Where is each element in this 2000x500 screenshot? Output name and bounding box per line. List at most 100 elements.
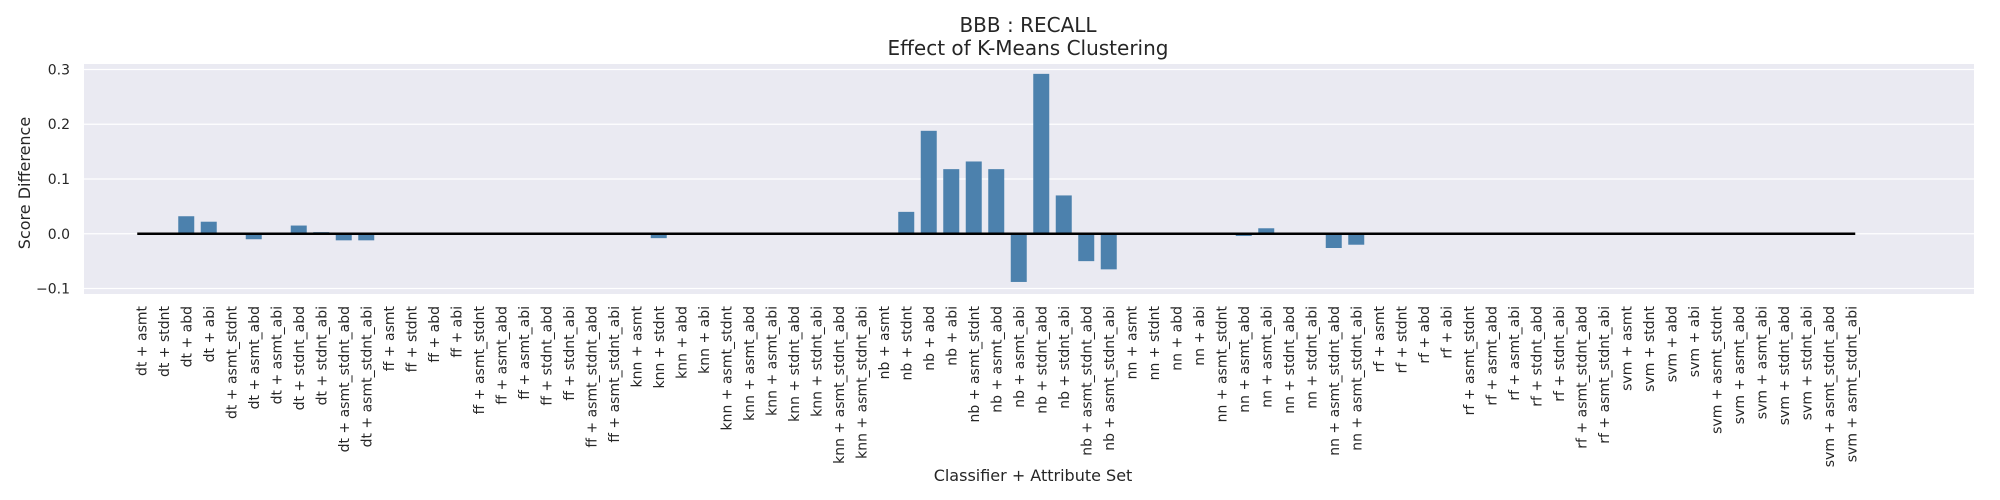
x-tick-label: svm + abd <box>1664 306 1680 382</box>
x-tick-label: nn + abd <box>1169 306 1185 371</box>
bar <box>650 233 667 239</box>
bar <box>335 233 352 241</box>
x-tick-label: ff + stdnt_abi <box>562 306 578 401</box>
x-tick-label: nn + asmt_abi <box>1259 306 1275 408</box>
bar <box>1033 73 1050 234</box>
x-tick-label: dt + stdnt_abi <box>314 306 330 405</box>
x-tick-label: ff + asmt <box>382 305 398 371</box>
x-tick-label: svm + abi <box>1687 306 1703 377</box>
x-tick-label: knn + stdnt_abd <box>787 306 803 422</box>
bar <box>988 169 1005 234</box>
bar <box>1258 228 1275 234</box>
x-tick-label: svm + asmt_stdnt_abi <box>1844 306 1860 462</box>
bar <box>1010 233 1027 282</box>
bar <box>178 216 195 234</box>
x-tick-label: rf + stdnt <box>1394 306 1410 374</box>
x-tick-label: ff + asmt_abi <box>517 306 533 400</box>
x-tick-label: nb + stdnt_abd <box>1034 306 1050 414</box>
x-tick-label: knn + asmt_stdnt <box>719 306 735 431</box>
x-tick-label: dt + asmt_abd <box>247 306 263 409</box>
x-tick-label: nb + asmt_stdnt <box>967 306 983 423</box>
x-tick-label: nb + asmt <box>877 305 893 379</box>
x-tick-label: ff + asmt_abd <box>494 306 510 405</box>
bars <box>178 73 1365 282</box>
x-tick-label: knn + asmt <box>629 305 645 387</box>
x-tick-label: rf + asmt_abd <box>1484 306 1500 406</box>
x-tick-label: rf + asmt_abi <box>1507 306 1523 401</box>
x-tick-label: nn + stdnt_abd <box>1282 306 1298 414</box>
x-tick-label: rf + abi <box>1439 306 1455 359</box>
x-tick-label: rf + asmt_stdnt_abd <box>1574 306 1590 449</box>
x-tick-label: nb + abd <box>922 306 938 371</box>
x-tick-label: dt + asmt <box>134 305 150 376</box>
x-tick-label: nb + asmt_abi <box>1012 306 1028 408</box>
x-tick-label: ff + abi <box>449 306 465 358</box>
x-tick-label: dt + asmt_stdnt <box>224 305 240 419</box>
x-tick-label: nn + asmt_stdnt <box>1214 306 1230 423</box>
bar <box>1325 233 1342 248</box>
x-tick-label: svm + asmt_abi <box>1754 306 1770 419</box>
x-tick-label: ff + abd <box>427 306 443 363</box>
x-tick-label: dt + asmt_stdnt_abd <box>337 306 353 452</box>
x-tick-label: ff + asmt_stdnt <box>472 305 488 414</box>
bar <box>898 211 915 234</box>
x-tick-label: dt + abi <box>202 306 218 362</box>
x-tick-label: nn + asmt_stdnt_abd <box>1327 306 1343 456</box>
x-tick-label: ff + stdnt_abd <box>539 306 555 406</box>
x-tick-label: nn + stdnt <box>1147 306 1163 381</box>
x-tick-label: rf + stdnt_abd <box>1529 306 1545 407</box>
x-tick-label: svm + asmt_stdnt_abd <box>1822 306 1838 467</box>
x-tick-label: nb + asmt_stdnt_abd <box>1079 306 1095 456</box>
x-tick-label: ff + stdnt <box>404 305 420 372</box>
x-tick-label: nb + asmt_abd <box>989 306 1005 413</box>
y-tick-label: 0.2 <box>48 117 70 133</box>
x-tick-label: rf + asmt_stdnt <box>1462 306 1478 416</box>
x-tick-label: rf + abd <box>1417 306 1433 364</box>
x-tick-label: rf + stdnt_abi <box>1552 306 1568 402</box>
x-tick-label: nb + stdnt_abi <box>1057 306 1073 409</box>
x-tick-label: knn + stdnt_abi <box>809 306 825 417</box>
bar <box>1078 233 1095 262</box>
y-tick-label: 0.3 <box>48 62 70 78</box>
chart-subtitle: Effect of K-Means Clustering <box>888 36 1169 60</box>
chart-title: BBB : RECALL <box>959 13 1097 37</box>
x-tick-label: nn + asmt_abd <box>1237 306 1253 413</box>
y-tick-label: 0.0 <box>48 227 70 243</box>
bar <box>200 221 217 234</box>
x-tick-label: nn + stdnt_abi <box>1304 306 1320 409</box>
x-tick-label: svm + asmt_stdnt <box>1709 306 1725 434</box>
bar <box>358 233 375 241</box>
bar <box>290 225 307 234</box>
y-tick-label: −0.1 <box>36 282 70 298</box>
bar <box>1100 233 1117 270</box>
x-tick-label: rf + asmt_stdnt_abi <box>1597 306 1613 444</box>
x-tick-label: svm + stdnt_abi <box>1799 306 1815 420</box>
x-tick-label: dt + asmt_stdnt_abi <box>359 306 375 447</box>
x-tick-label: svm + asmt <box>1619 306 1635 391</box>
x-tick-labels: dt + asmt dt + stdnt dt + abd dt + abi dt + … <box>134 305 1860 467</box>
y-tick-labels: −0.1 0.0 0.1 0.2 0.3 <box>36 62 70 297</box>
x-tick-label: nn + asmt <box>1124 306 1140 380</box>
x-tick-label: nb + asmt_stdnt_abi <box>1102 306 1118 451</box>
x-tick-label: ff + asmt_stdnt_abi <box>607 306 623 443</box>
x-tick-label: rf + asmt <box>1372 306 1388 373</box>
x-tick-label: dt + stdnt <box>157 305 173 377</box>
x-tick-label: nn + abi <box>1192 306 1208 366</box>
bar <box>965 161 982 234</box>
x-tick-label: svm + stdnt <box>1642 306 1658 392</box>
x-tick-label: knn + asmt_abd <box>742 306 758 421</box>
x-tick-label: knn + stdnt <box>652 306 668 389</box>
bar <box>245 233 262 240</box>
x-tick-label: knn + abd <box>674 306 690 379</box>
x-tick-label: knn + asmt_abi <box>764 306 780 416</box>
x-tick-label: nb + stdnt <box>899 306 915 381</box>
x-tick-label: nb + abi <box>944 306 960 366</box>
x-axis-title: Classifier + Attribute Set <box>934 466 1133 485</box>
y-axis-title: Score Difference <box>15 117 34 249</box>
x-tick-label: knn + asmt_stdnt_abi <box>854 306 870 459</box>
bar <box>1055 195 1072 234</box>
bar <box>1348 233 1365 245</box>
y-tick-label: 0.1 <box>48 172 70 188</box>
x-tick-label: dt + abd <box>179 306 195 367</box>
